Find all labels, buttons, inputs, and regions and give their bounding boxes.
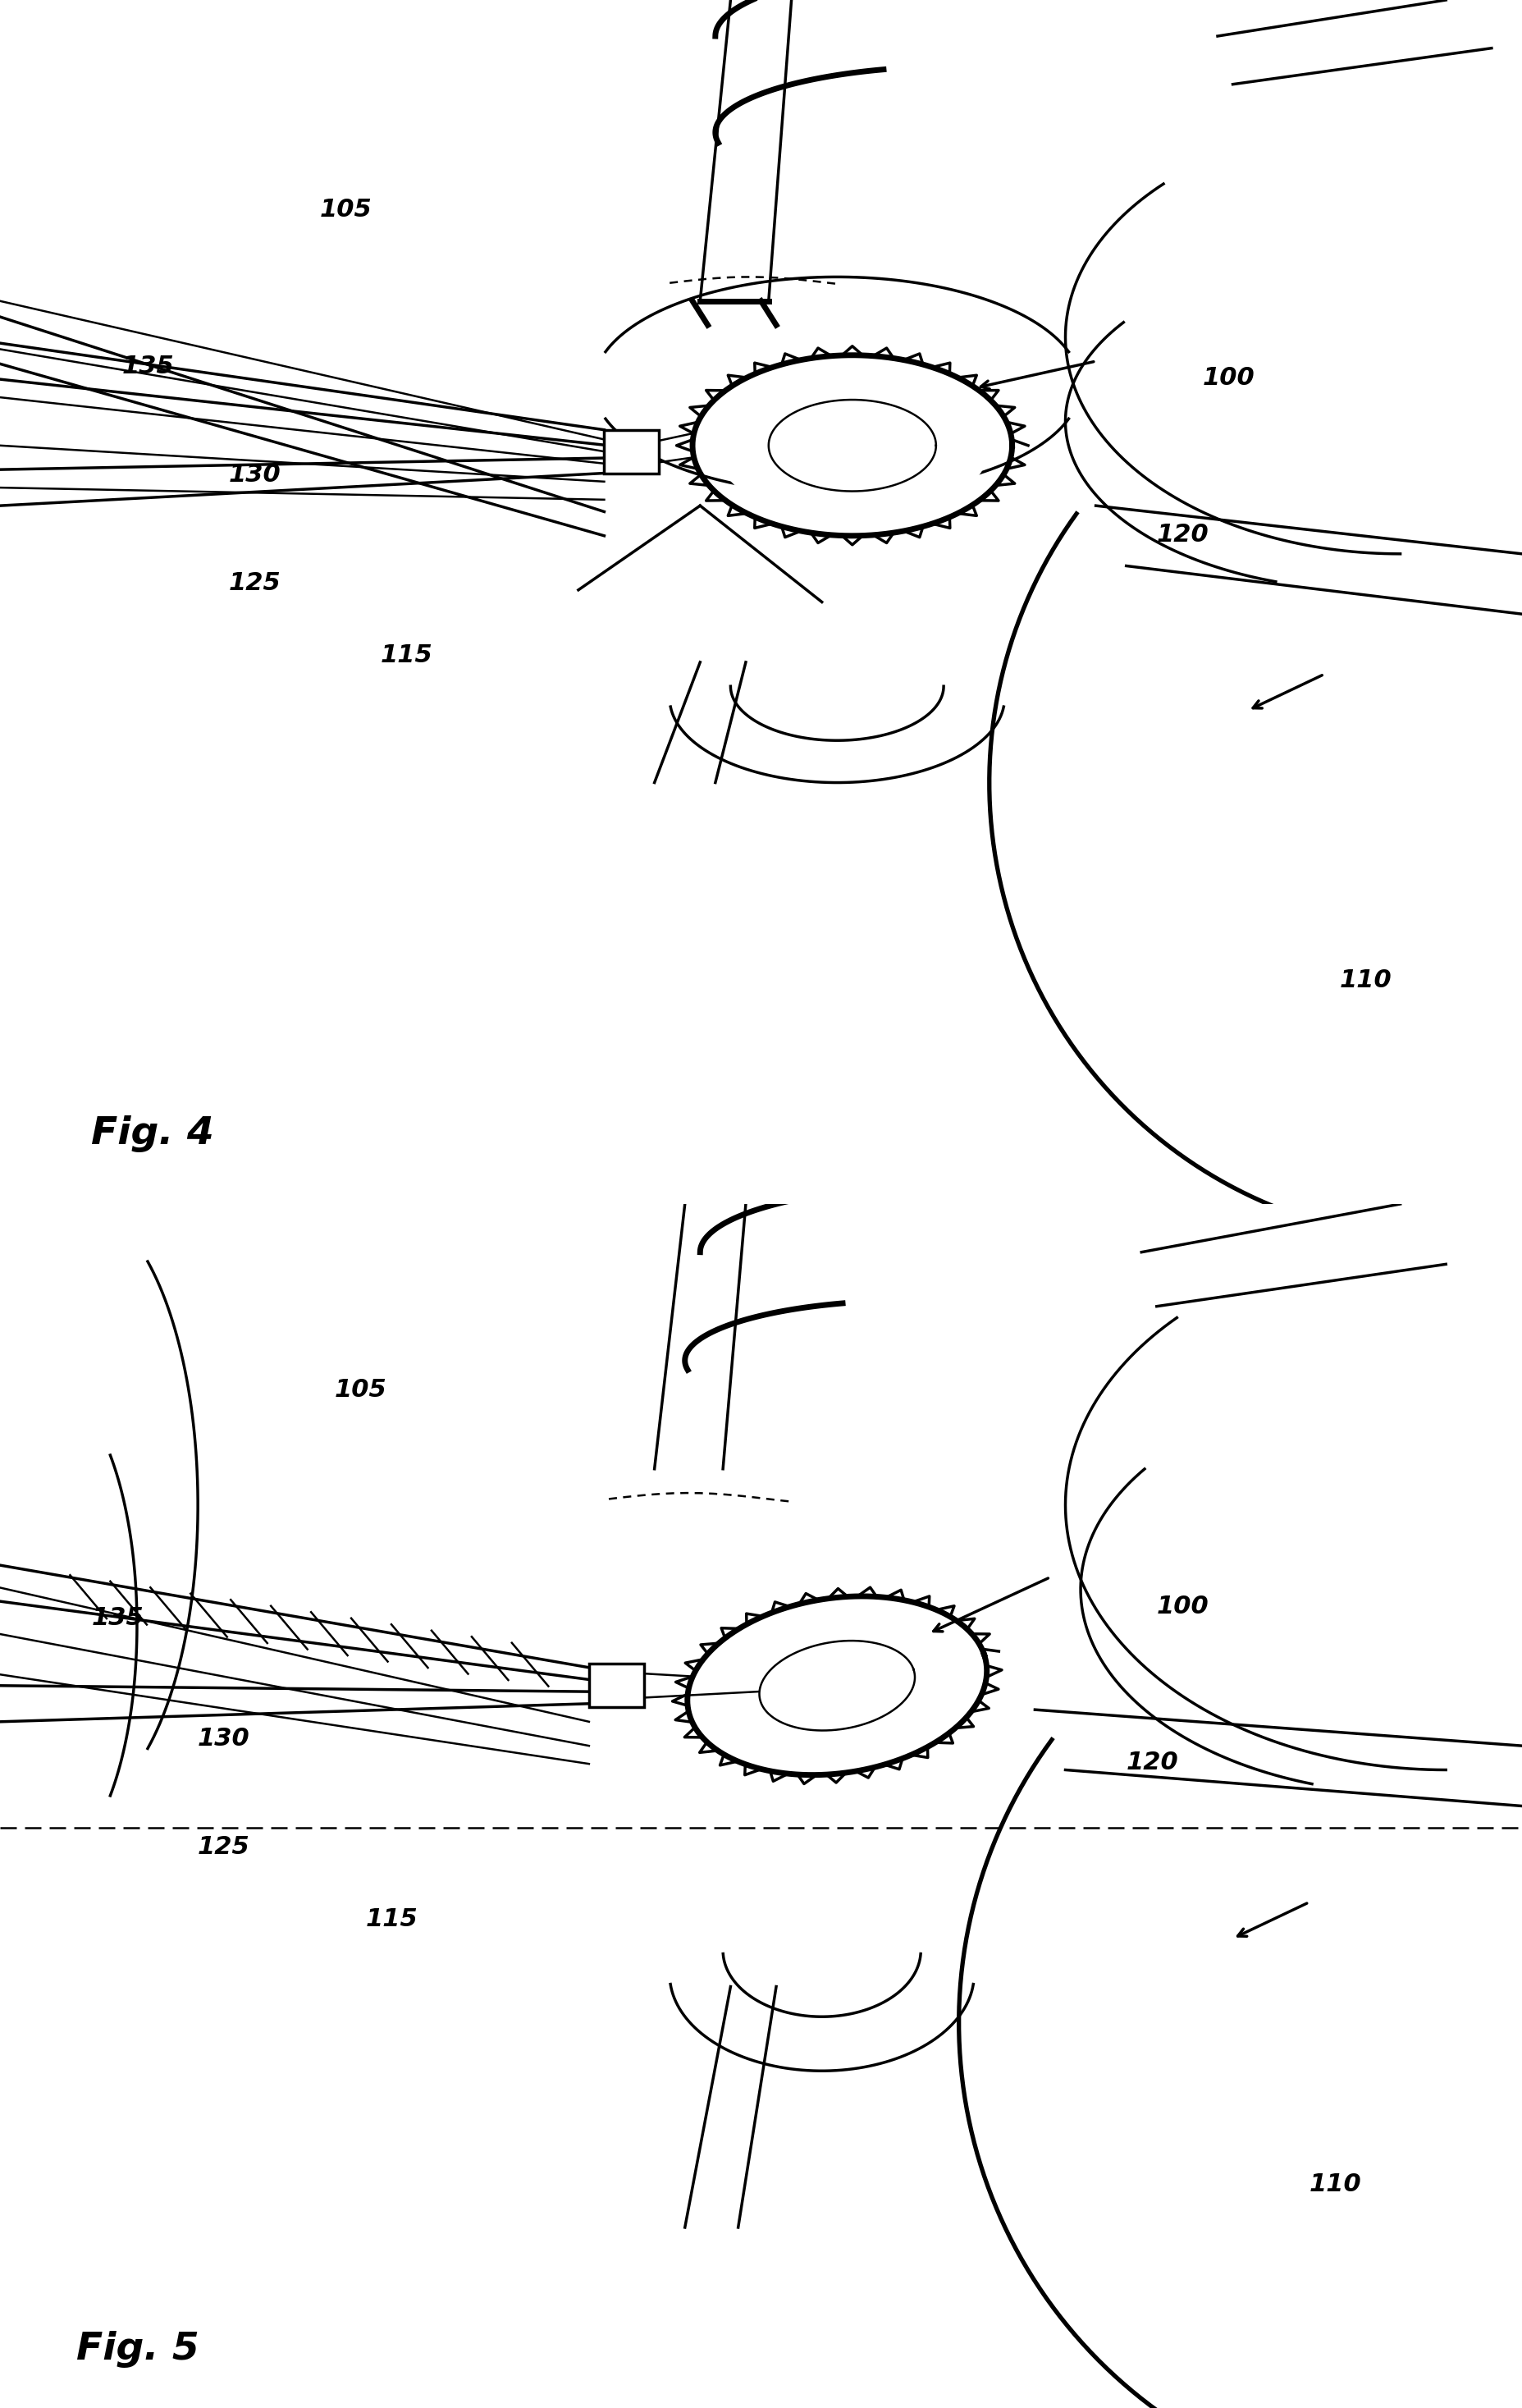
Text: 125: 125 [198,1835,250,1859]
Polygon shape [604,429,659,472]
Polygon shape [709,1611,965,1760]
Text: 100: 100 [1202,366,1254,390]
Text: 120: 120 [1126,1751,1178,1775]
Text: 100: 100 [1157,1594,1208,1618]
Text: 120: 120 [1157,523,1208,547]
Text: 105: 105 [335,1377,387,1401]
Text: 130: 130 [228,462,280,486]
Text: 125: 125 [228,571,280,595]
Polygon shape [589,1664,644,1707]
Text: Fig. 4: Fig. 4 [91,1115,215,1151]
Text: 110: 110 [1339,968,1391,992]
Text: Fig. 5: Fig. 5 [76,2331,199,2367]
Text: 130: 130 [198,1727,250,1751]
Text: 135: 135 [91,1606,143,1630]
Polygon shape [715,371,989,520]
Text: 110: 110 [1309,2172,1361,2196]
Text: 105: 105 [320,197,371,222]
Text: 135: 135 [122,354,174,378]
Text: 115: 115 [380,643,432,667]
Text: 115: 115 [365,1907,417,1931]
